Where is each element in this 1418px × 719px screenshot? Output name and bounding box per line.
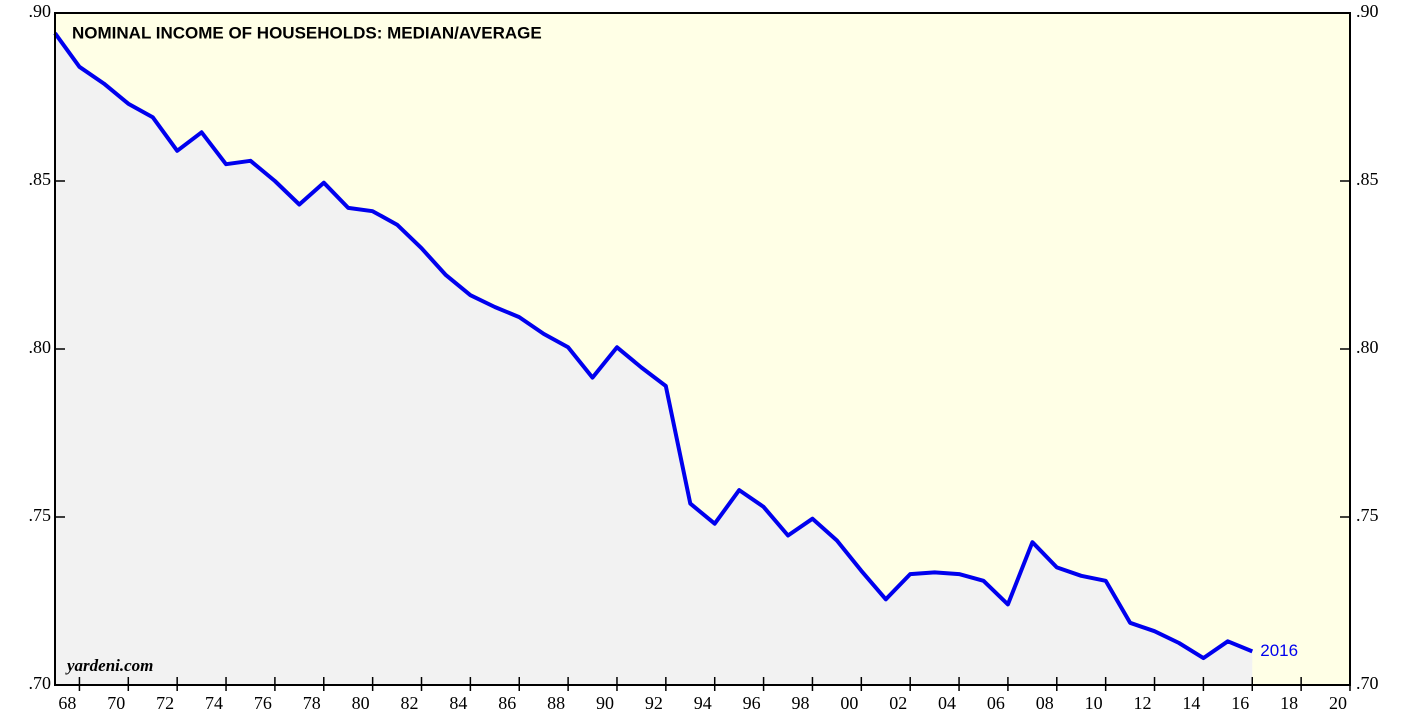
- y2-tick-label: .85: [1356, 169, 1379, 189]
- y2-tick-label: .90: [1356, 1, 1379, 21]
- y-tick-label: .85: [29, 169, 52, 189]
- x-tick-label: 88: [547, 693, 565, 713]
- x-tick-label: 92: [645, 693, 663, 713]
- x-tick-label: 04: [938, 693, 956, 713]
- line: [53, 32, 1254, 661]
- y-tick-label: .90: [29, 1, 52, 21]
- end-label: 2016: [1260, 641, 1298, 660]
- y2-tick-label: .75: [1356, 505, 1379, 525]
- chart-title: NOMINAL INCOME OF HOUSEHOLDS: MEDIAN/AVE…: [72, 23, 542, 42]
- x-tick-label: 16: [1231, 693, 1249, 713]
- y2-tick-label: .70: [1356, 673, 1379, 693]
- y-tick-label: .75: [29, 505, 52, 525]
- x-tick-label: 20: [1329, 693, 1347, 713]
- x-tick-label: 68: [58, 693, 76, 713]
- x-tick-label: 76: [254, 693, 272, 713]
- x-tick-label: 96: [743, 693, 761, 713]
- y-tick-label: .70: [29, 673, 52, 693]
- x-tick-label: 98: [791, 693, 809, 713]
- x-tick-label: 74: [205, 693, 223, 713]
- x-tick-label: 10: [1085, 693, 1103, 713]
- source: yardeni.com: [65, 656, 153, 675]
- x-tick-label: 18: [1280, 693, 1298, 713]
- x-tick-label: 70: [107, 693, 125, 713]
- x-tick-label: 86: [498, 693, 516, 713]
- x-tick-label: 90: [596, 693, 614, 713]
- x-tick-label: 14: [1182, 693, 1200, 713]
- x-tick-label: 06: [987, 693, 1005, 713]
- x-tick-label: 08: [1036, 693, 1054, 713]
- x-tick-label: 82: [401, 693, 419, 713]
- x-tick-label: 02: [889, 693, 907, 713]
- x-tick-label: 00: [840, 693, 858, 713]
- y-tick-label: .80: [29, 337, 52, 357]
- area: [55, 33, 1253, 685]
- x-tick-label: 78: [303, 693, 321, 713]
- x-tick-label: 94: [694, 693, 712, 713]
- x-tick-label: 12: [1134, 693, 1152, 713]
- x-tick-label: 72: [156, 693, 174, 713]
- y2-tick-label: .80: [1356, 337, 1379, 357]
- x-tick-label: 80: [352, 693, 370, 713]
- x-tick-label: 84: [449, 693, 467, 713]
